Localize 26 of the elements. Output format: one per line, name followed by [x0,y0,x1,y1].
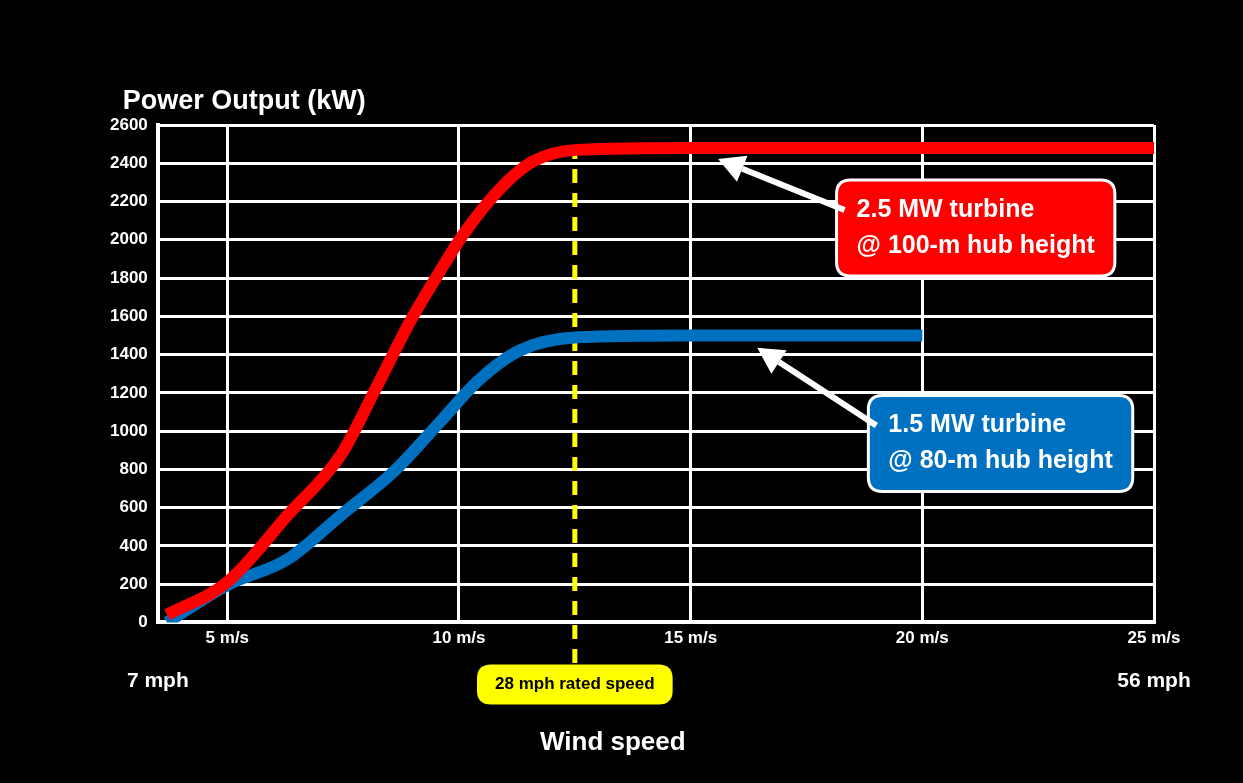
x2-tick-label: 7 mph [126,668,189,692]
y-tick-label: 0 [138,612,148,632]
x-tick-label: 25 m/s [1127,628,1181,648]
x-tick-label: 15 m/s [664,628,718,648]
y-tick-label: 600 [119,497,148,517]
annotation: 2.5 MW turbine @ 100-m hub height [856,193,1096,258]
y-tick-label: 1000 [109,420,148,440]
y-tick-label: 2200 [109,191,148,211]
x-tick-label: 10 m/s [432,628,486,648]
x-axis-title: Wind speed [539,725,686,756]
y-tick-label: 800 [119,459,148,479]
y-tick-label: 1400 [109,344,148,364]
y-tick-label: 2400 [109,152,148,172]
y-tick-label: 1200 [109,382,148,402]
y-tick-label: 1800 [109,267,148,287]
y-axis-title: Power Output (kW) [122,84,366,115]
y-tick-label: 2000 [109,229,148,249]
x2-tick-label: 56 mph [1117,668,1191,692]
y-tick-label: 1600 [109,306,148,325]
x-tick-label: 20 m/s [895,628,949,648]
x-tick-label: 5 m/s [205,628,250,648]
annotation: 1.5 MW turbine @ 80-m hub height [888,409,1114,474]
y-tick-label: 200 [119,573,148,593]
y-tick-label: 2600 [109,114,148,134]
ref-line-label: 28 mph rated speed [494,674,655,694]
y-tick-label: 400 [119,535,148,555]
